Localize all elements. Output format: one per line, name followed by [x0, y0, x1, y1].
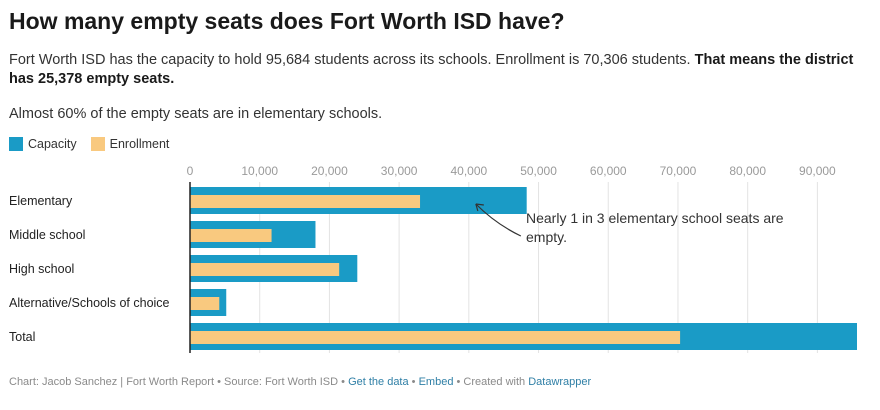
bar-enrollment: [190, 229, 272, 242]
footer-credit: Chart: Jacob Sanchez | Fort Worth Report…: [9, 376, 349, 388]
bar-chart: 0 10,000 20,000 30,000 40,000 50,000 60,000 70,…: [9, 164, 857, 353]
subtitle-emphasis: That means the district has 25,378 empty…: [9, 52, 854, 87]
embed-link[interactable]: Embed: [418, 376, 454, 388]
legend-item-capacity: Capacity: [9, 137, 77, 151]
footer-separator: •: [408, 376, 419, 388]
legend-swatch-enrollment: [90, 137, 105, 151]
legend-label-enrollment: Enrollment: [109, 137, 170, 151]
x-tick-label: 10,000: [241, 164, 278, 178]
bar-enrollment: [190, 331, 681, 344]
annotation-arrowhead: [475, 203, 484, 212]
chart-title: How many empty seats does Fort Worth ISD…: [9, 8, 565, 34]
legend: Capacity Enrollment: [9, 137, 183, 151]
get-the-data-link[interactable]: Get the data: [348, 376, 409, 388]
footer-created-with: • Created with: [453, 376, 529, 388]
subtitle-text: Fort Worth ISD has the capacity to hold …: [9, 52, 695, 68]
category-label: Alternative/Schools of choice: [9, 296, 170, 310]
bar-enrollment: [190, 195, 421, 208]
chart-footer: Chart: Jacob Sanchez | Fort Worth Report…: [9, 376, 591, 388]
datawrapper-link[interactable]: Datawrapper: [528, 376, 592, 388]
chart-note: Almost 60% of the empty seats are in ele…: [9, 106, 383, 122]
category-label: Middle school: [9, 228, 85, 242]
annotation-text-line1: Nearly 1 in 3 elementary school seats ar…: [526, 210, 784, 226]
annotation-arrow: [475, 203, 522, 237]
category-label: Elementary: [9, 194, 73, 208]
bar-enrollment: [190, 297, 220, 310]
x-tick-label: 0: [187, 164, 194, 178]
legend-label-capacity: Capacity: [28, 137, 77, 151]
bar-enrollment: [190, 263, 340, 276]
legend-item-enrollment: Enrollment: [90, 137, 170, 151]
category-label: High school: [9, 262, 74, 276]
category-label: Total: [9, 330, 35, 344]
annotation-text-line2: empty.: [526, 229, 567, 245]
x-tick-label: 60,000: [590, 164, 627, 178]
x-tick-label: 70,000: [660, 164, 697, 178]
x-tick-label: 30,000: [381, 164, 418, 178]
x-tick-label: 50,000: [520, 164, 557, 178]
chart-subtitle: Fort Worth ISD has the capacity to hold …: [9, 51, 871, 89]
x-tick-label: 80,000: [729, 164, 766, 178]
x-tick-label: 90,000: [799, 164, 836, 178]
x-tick-label: 20,000: [311, 164, 348, 178]
legend-swatch-capacity: [9, 137, 23, 151]
x-tick-label: 40,000: [450, 164, 487, 178]
